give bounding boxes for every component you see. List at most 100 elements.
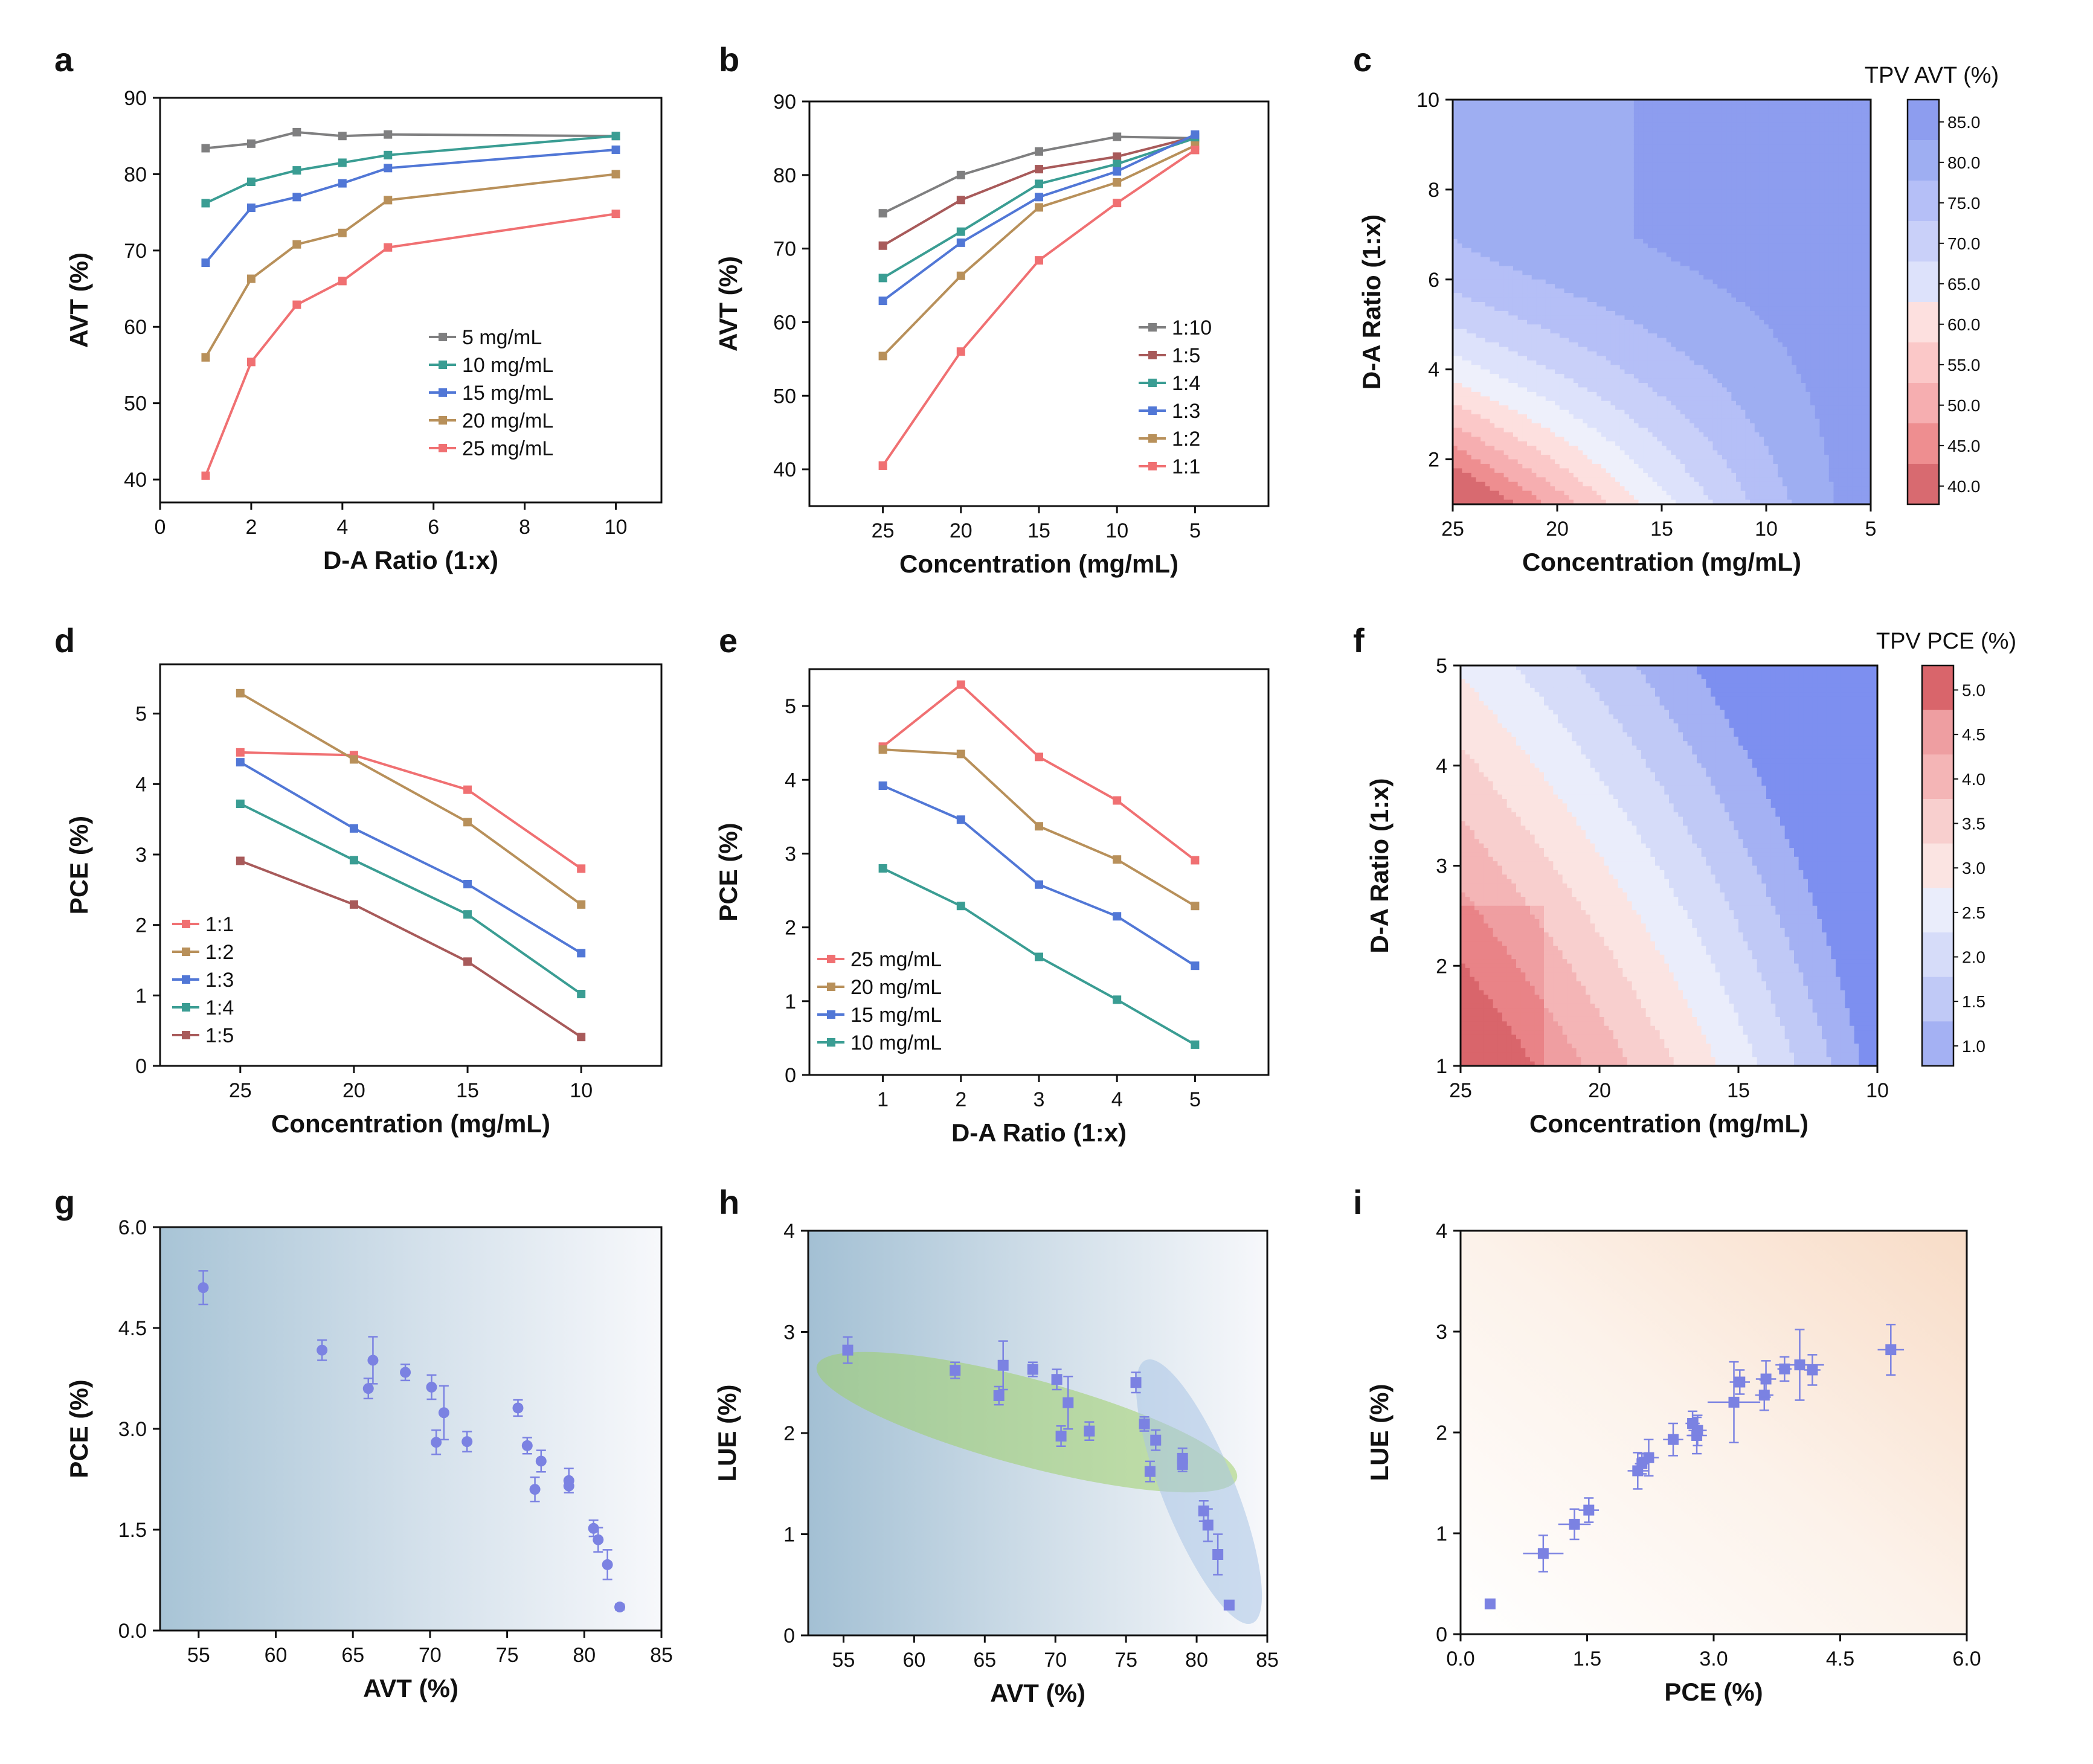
contour-cell <box>1657 472 1662 478</box>
contour-cell <box>1583 239 1588 244</box>
contour-cell <box>1685 126 1690 132</box>
contour-cell <box>1647 149 1653 154</box>
contour-cell <box>1629 266 1635 271</box>
contour-cell <box>1494 140 1500 146</box>
contour-cell <box>1527 279 1532 284</box>
contour-cell <box>1633 459 1639 464</box>
contour-cell <box>1536 428 1542 433</box>
contour-cell <box>1638 194 1644 199</box>
contour-cell <box>1494 216 1500 222</box>
contour-cell <box>1462 108 1467 114</box>
contour-cell <box>1471 172 1477 177</box>
contour-cell <box>1481 122 1486 127</box>
contour-cell <box>1527 360 1532 365</box>
contour-cell <box>1531 360 1537 365</box>
contour-cell <box>1680 167 1686 172</box>
contour-cell <box>1485 194 1491 199</box>
contour-cell <box>1699 243 1704 249</box>
contour-cell <box>1569 270 1574 275</box>
contour-cell <box>1467 158 1472 163</box>
contour-cell <box>1596 383 1602 388</box>
contour-cell <box>1596 167 1602 172</box>
contour-cell <box>1619 365 1625 370</box>
contour-cell <box>1633 499 1639 504</box>
contour-cell <box>1578 472 1583 478</box>
contour-cell <box>1601 207 1607 213</box>
contour-cell <box>1694 333 1700 339</box>
contour-cell <box>1522 333 1528 339</box>
contour-cell <box>1527 126 1532 132</box>
contour-cell <box>1490 126 1495 132</box>
contour-cell <box>1550 203 1555 208</box>
contour-cell <box>1559 198 1565 204</box>
contour-cell <box>1508 383 1514 388</box>
contour-cell <box>1578 144 1583 150</box>
contour-cell <box>1494 356 1500 361</box>
contour-cell <box>1541 167 1546 172</box>
contour-cell <box>1467 351 1472 356</box>
contour-cell <box>1699 338 1704 343</box>
contour-cell <box>1485 374 1491 379</box>
contour-cell <box>1490 347 1495 352</box>
contour-cell <box>1508 144 1514 150</box>
contour-cell <box>1541 194 1546 199</box>
contour-cell <box>1666 481 1671 487</box>
contour-cell <box>1676 302 1681 307</box>
contour-cell <box>1680 319 1686 325</box>
contour-cell <box>1536 248 1542 253</box>
contour-cell <box>1453 437 1458 442</box>
contour-cell <box>1633 185 1639 190</box>
contour-cell <box>1476 257 1481 262</box>
contour-cell <box>1494 189 1500 194</box>
contour-cell <box>1457 495 1462 501</box>
contour-cell <box>1573 310 1579 316</box>
contour-cell <box>1564 234 1569 240</box>
contour-cell <box>1666 126 1671 132</box>
contour-cell <box>1610 342 1616 348</box>
contour-cell <box>1643 216 1648 222</box>
contour-cell <box>1559 342 1565 348</box>
contour-cell <box>1685 172 1690 177</box>
contour-cell <box>1490 207 1495 213</box>
contour-cell <box>1573 229 1579 235</box>
contour-cell <box>1490 172 1495 177</box>
contour-cell <box>1457 275 1462 280</box>
contour-cell <box>1633 495 1639 501</box>
data-point-a-4-4 <box>384 243 393 252</box>
contour-cell <box>1457 176 1462 181</box>
series-line-a-2 <box>204 148 616 264</box>
contour-cell <box>1499 409 1505 415</box>
contour-cell <box>1541 207 1546 213</box>
contour-cell <box>1453 149 1458 154</box>
contour-cell <box>1578 198 1583 204</box>
contour-cell <box>1606 149 1612 154</box>
contour-cell <box>1513 333 1519 339</box>
contour-cell <box>1685 378 1690 383</box>
contour-cell <box>1685 369 1690 374</box>
contour-cell <box>1633 279 1639 284</box>
contour-cell <box>1666 117 1671 123</box>
contour-cell <box>1545 239 1551 244</box>
contour-cell <box>1592 315 1597 321</box>
contour-cell <box>1615 374 1621 379</box>
contour-cell <box>1527 288 1532 293</box>
contour-cell <box>1694 261 1700 267</box>
contour-cell <box>1527 378 1532 383</box>
contour-cell <box>1638 104 1644 109</box>
contour-cell <box>1624 310 1630 316</box>
contour-cell <box>1638 414 1644 420</box>
contour-cell <box>1545 387 1551 393</box>
contour-cell <box>1573 144 1579 150</box>
contour-cell <box>1601 203 1607 208</box>
contour-cell <box>1662 100 1667 105</box>
contour-cell <box>1471 369 1477 374</box>
contour-cell <box>1503 324 1509 330</box>
contour-cell <box>1578 464 1583 469</box>
contour-cell <box>1490 329 1495 334</box>
contour-cell <box>1601 194 1607 199</box>
contour-cell <box>1517 329 1523 334</box>
contour-cell <box>1690 400 1695 406</box>
contour-cell <box>1592 293 1597 298</box>
contour-cell <box>1513 158 1519 163</box>
contour-cell <box>1485 423 1491 429</box>
